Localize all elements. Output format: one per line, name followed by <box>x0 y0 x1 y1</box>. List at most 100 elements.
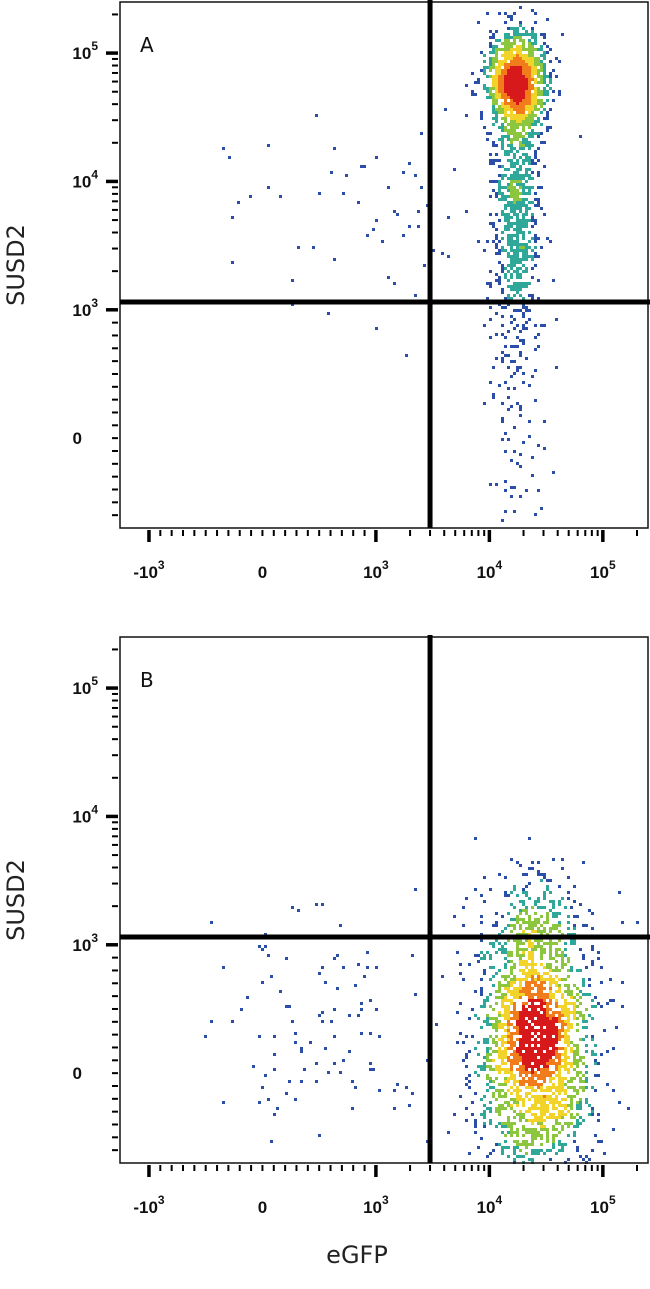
event-dot <box>264 933 267 936</box>
event-dot <box>528 168 531 171</box>
event-dot <box>534 219 537 222</box>
event-dot <box>537 1134 540 1137</box>
event-dot <box>549 1017 552 1020</box>
event-dot <box>510 1068 513 1071</box>
event-dot <box>543 1038 546 1041</box>
event-dot <box>492 1050 495 1053</box>
event-dot <box>534 1131 537 1134</box>
event-dot <box>492 1092 495 1095</box>
event-dot <box>489 42 492 45</box>
event-dot <box>513 252 516 255</box>
event-dot <box>522 204 525 207</box>
event-dot <box>516 243 519 246</box>
event-dot <box>531 96 534 99</box>
event-dot <box>525 255 528 258</box>
event-dot <box>456 1041 459 1044</box>
event-dot <box>510 69 513 72</box>
event-dot <box>531 456 534 459</box>
event-dot <box>501 93 504 96</box>
event-dot <box>573 1053 576 1056</box>
event-dot <box>516 90 519 93</box>
event-dot <box>525 66 528 69</box>
event-dot <box>498 69 501 72</box>
event-dot <box>519 96 522 99</box>
event-dot <box>528 1131 531 1134</box>
event-dot <box>516 84 519 87</box>
event-dot <box>369 1032 372 1035</box>
event-dot <box>522 117 525 120</box>
event-dot <box>555 942 558 945</box>
event-dot <box>474 1092 477 1095</box>
event-dot <box>300 1080 303 1083</box>
event-dot <box>477 1041 480 1044</box>
event-dot <box>525 912 528 915</box>
event-dot <box>531 1143 534 1146</box>
event-dot <box>507 105 510 108</box>
event-dot <box>531 1095 534 1098</box>
event-dot <box>531 255 534 258</box>
event-dot <box>504 963 507 966</box>
event-dot <box>483 876 486 879</box>
event-dot <box>525 204 528 207</box>
event-dot <box>537 489 540 492</box>
event-dot <box>552 1137 555 1140</box>
event-dot <box>576 987 579 990</box>
event-dot <box>528 294 531 297</box>
event-dot <box>495 939 498 942</box>
event-dot <box>567 927 570 930</box>
event-dot <box>504 951 507 954</box>
event-dot <box>516 87 519 90</box>
event-dot <box>549 1098 552 1101</box>
event-dot <box>474 1122 477 1125</box>
event-dot <box>546 1074 549 1077</box>
event-dot <box>564 1047 567 1050</box>
event-dot <box>558 1113 561 1116</box>
event-dot <box>504 78 507 81</box>
event-dot <box>504 1053 507 1056</box>
event-dot <box>573 1005 576 1008</box>
event-dot <box>537 99 540 102</box>
event-dot <box>501 267 504 270</box>
event-dot <box>531 1041 534 1044</box>
event-dot <box>522 255 525 258</box>
event-dot <box>495 66 498 69</box>
event-dot <box>501 1026 504 1029</box>
event-dot <box>543 33 546 36</box>
event-dot <box>534 246 537 249</box>
event-dot <box>543 1113 546 1116</box>
event-dot <box>231 1020 234 1023</box>
event-dot <box>570 1122 573 1125</box>
event-dot <box>546 84 549 87</box>
event-dot <box>528 84 531 87</box>
event-dot <box>510 255 513 258</box>
event-dot <box>492 240 495 243</box>
event-dot <box>492 117 495 120</box>
event-dot <box>342 966 345 969</box>
event-dot <box>576 993 579 996</box>
event-dot <box>531 996 534 999</box>
event-dot <box>504 480 507 483</box>
event-dot <box>591 1017 594 1020</box>
event-dot <box>582 993 585 996</box>
event-dot <box>534 234 537 237</box>
event-dot <box>549 990 552 993</box>
event-dot <box>546 90 549 93</box>
event-dot <box>261 948 264 951</box>
event-dot <box>567 1029 570 1032</box>
event-dot <box>522 57 525 60</box>
event-dot <box>513 123 516 126</box>
event-dot <box>519 63 522 66</box>
event-dot <box>534 939 537 942</box>
event-dot <box>513 63 516 66</box>
event-dot <box>519 1023 522 1026</box>
event-dot <box>561 1029 564 1032</box>
event-dot <box>510 240 513 243</box>
event-dot <box>528 1005 531 1008</box>
event-dot <box>540 1095 543 1098</box>
event-dot <box>288 1080 291 1083</box>
event-dot <box>498 981 501 984</box>
event-dot <box>576 1044 579 1047</box>
plot-frame <box>119 1 649 529</box>
event-dot <box>534 72 537 75</box>
event-dot <box>474 93 477 96</box>
